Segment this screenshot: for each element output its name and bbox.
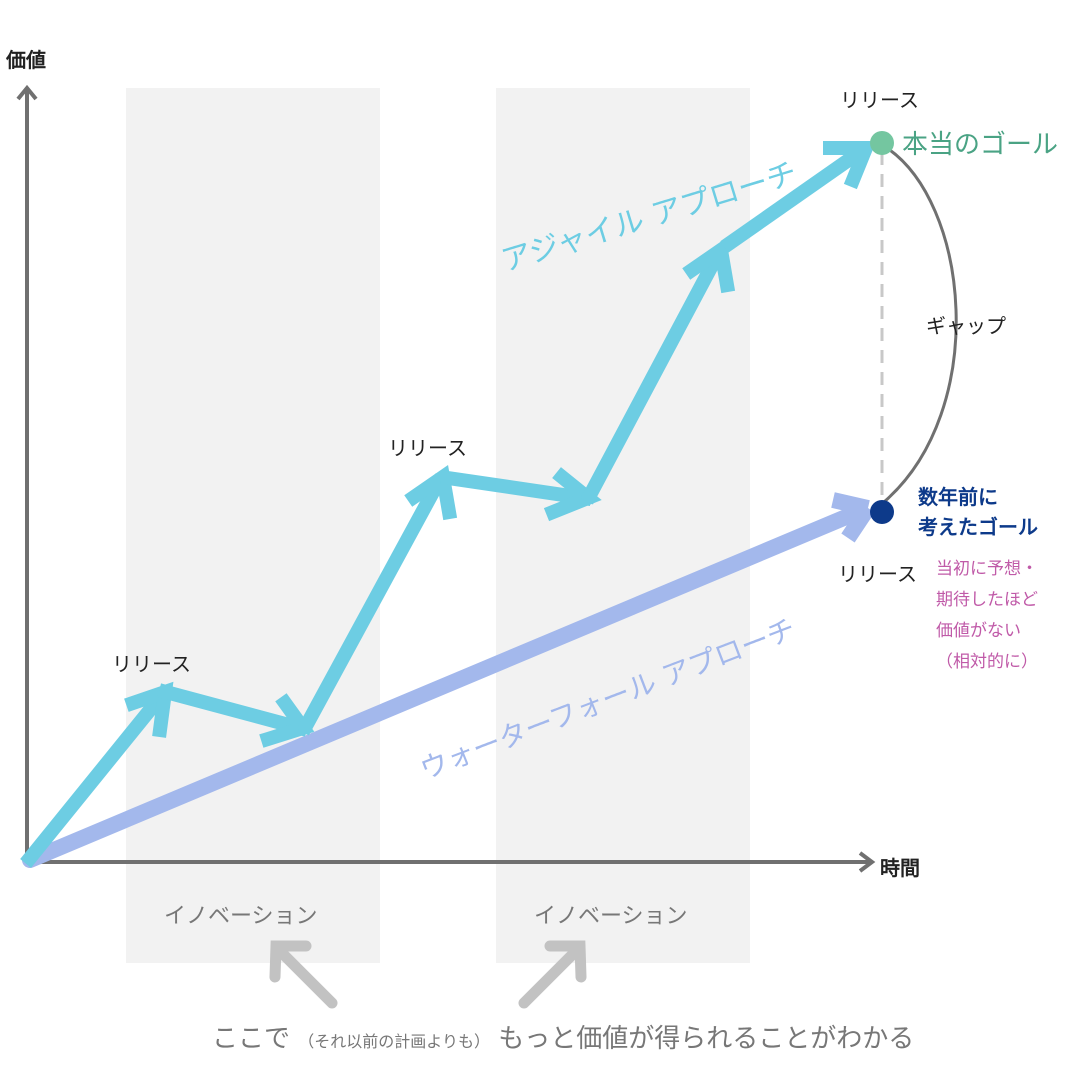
release-label-3: リリース [840,88,919,112]
pointer-arrow-left [269,940,338,1009]
release-label-2: リリース [388,436,467,460]
innovation-band-2 [496,88,750,963]
note-line-4: （相対的に） [936,652,1038,672]
old-goal-line-1: 数年前に [918,485,998,509]
note-line-2: 期待したほど [936,590,1038,610]
note-line-3: 価値がない [936,621,1021,641]
old-goal-line-2: 考えたゴール [918,515,1038,539]
old-goal-label: 数年前に 考えたゴール [918,482,1038,542]
gap-label: ギャップ [926,314,1006,338]
innovation-band-1 [126,88,380,963]
old-goal-dot [870,500,894,524]
release-label-1: リリース [112,652,191,676]
gap-curve [883,144,958,504]
y-axis-label: 価値 [6,48,46,72]
true-goal-dot [870,131,894,155]
x-axis [27,851,876,873]
waterfall-arrow [22,492,875,868]
note-line-1: 当初に予想・ [936,559,1038,579]
true-goal-label: 本当のゴール [902,130,1059,160]
innovation-label-2: イノベーション [534,904,688,929]
caption-parenthetical: （それ以前の計画よりも） [298,1032,490,1051]
expectation-note: 当初に予想・ 期待したほど 価値がない （相対的に） [936,554,1038,678]
agile-arrow [20,141,877,868]
pointer-arrow-right [518,940,587,1009]
caption-part-2: もっと価値が得られることがわかる [498,1024,915,1054]
innovation-label-1: イノベーション [164,904,318,929]
release-label-4: リリース [838,562,917,586]
bottom-caption: ここで （それ以前の計画よりも） もっと価値が得られることがわかる [212,1018,914,1055]
caption-part-1: ここで [212,1024,291,1054]
x-axis-label: 時間 [880,856,920,880]
y-axis [16,84,38,862]
